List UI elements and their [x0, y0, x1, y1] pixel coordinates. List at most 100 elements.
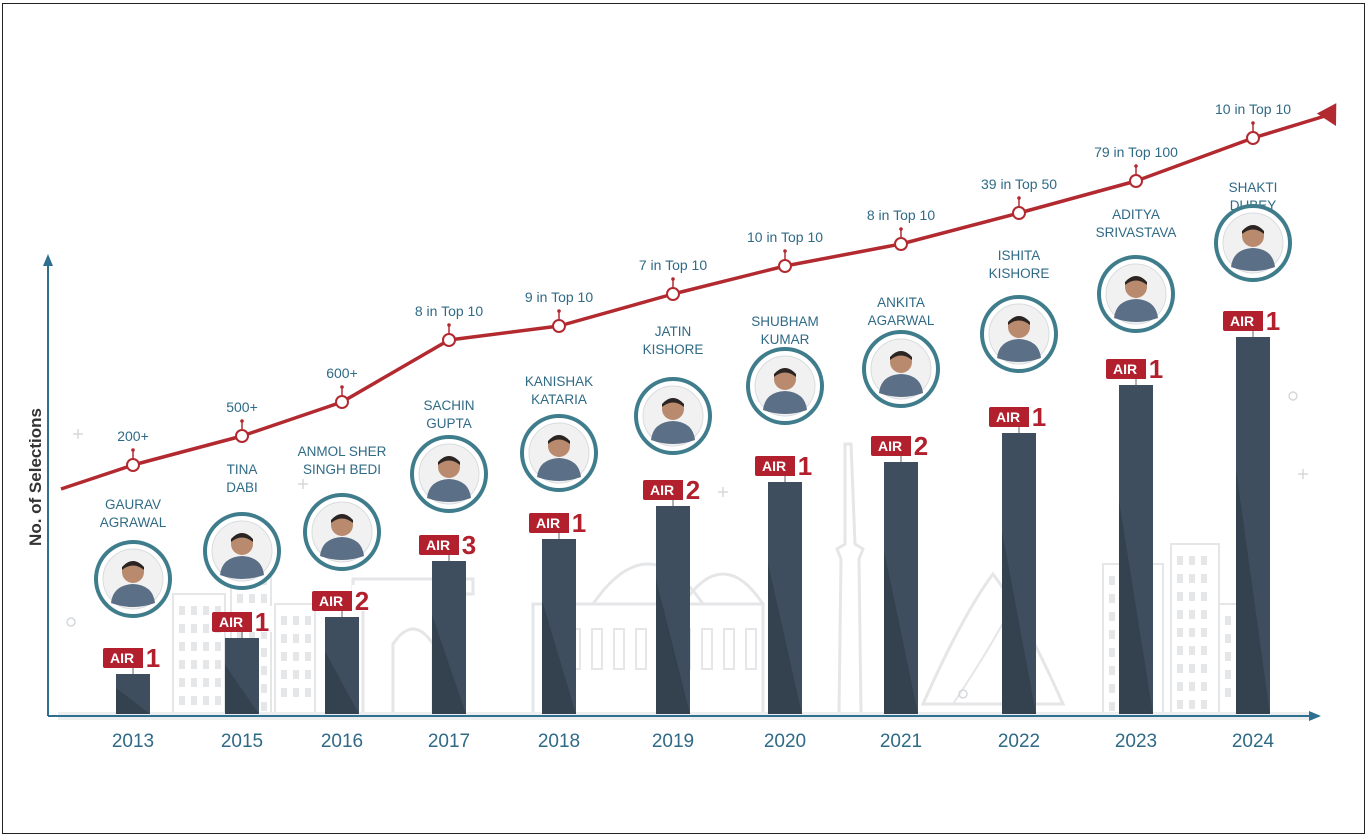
- trend-marker-2017: [442, 333, 456, 347]
- skyline-window: [1177, 700, 1183, 709]
- avatar-hair: [774, 368, 796, 377]
- skyline-window: [1189, 574, 1195, 583]
- skyline-window: [1201, 610, 1207, 619]
- avatar-hair: [1242, 225, 1264, 234]
- air-badge-prefix: AIR: [426, 537, 450, 553]
- avatar-hair: [438, 456, 460, 465]
- plus-decoration: [298, 479, 308, 489]
- skyline-window: [1189, 700, 1195, 709]
- air-badge-rank: 1: [572, 508, 586, 538]
- trend-arrow: [1316, 103, 1337, 127]
- skyline-window: [1109, 576, 1115, 585]
- air-badge-rank-bg: [252, 606, 272, 632]
- x-tick-2020: 2020: [764, 731, 806, 752]
- skyline-window: [305, 652, 311, 661]
- bar-shade-2021: [884, 550, 918, 714]
- skyline-window: [179, 678, 185, 687]
- skyline-window: [191, 606, 197, 615]
- skyline-window: [305, 688, 311, 697]
- skyline-window: [1189, 646, 1195, 655]
- skyline-window: [1109, 612, 1115, 621]
- skyline-window: [305, 616, 311, 625]
- avatar-hair: [231, 533, 253, 542]
- skyline-window: [191, 624, 197, 633]
- air-badge-prefix: AIR: [219, 614, 243, 630]
- skyline-tower: [835, 442, 865, 716]
- skyline-window: [261, 684, 267, 693]
- x-tick-2015: 2015: [221, 731, 263, 752]
- skyline-window: [215, 606, 221, 615]
- skyline-window: [1177, 556, 1183, 565]
- skyline-lotus: [920, 571, 1066, 706]
- skyline-dome: [591, 562, 705, 605]
- skyline-window: [1225, 688, 1231, 697]
- air-badge-prefix: AIR: [878, 438, 902, 454]
- avatar-body: [997, 339, 1041, 362]
- trend-marker-2016: [335, 395, 349, 409]
- trend-pin-head: [240, 419, 244, 423]
- bar-shade-2015: [225, 664, 259, 714]
- x-tick-2018: 2018: [538, 731, 580, 752]
- skyline-window: [293, 652, 299, 661]
- skyline-window: [1189, 556, 1195, 565]
- air-badge-rank-bg: [1263, 305, 1283, 331]
- x-tick-2019: 2019: [652, 731, 694, 752]
- bar-shade-2019: [656, 578, 690, 714]
- topper-name-line1: JATIN: [655, 324, 692, 339]
- skyline-window: [281, 634, 287, 643]
- air-badge-rank-bg: [911, 430, 931, 456]
- x-tick-labels: 2013 2015 2016 2017 2018 2019 2020 2021 2022 2023…: [112, 731, 1275, 752]
- bar-shade-2024: [1236, 468, 1270, 714]
- topper-name-line1: ISHITA: [998, 248, 1041, 263]
- chart-axes: [43, 254, 1321, 721]
- x-tick-2013: 2013: [112, 731, 154, 752]
- skyline-window: [203, 642, 209, 651]
- trend-marker-2019: [666, 287, 680, 301]
- avatar-body: [651, 421, 695, 444]
- avatar-body: [1231, 248, 1275, 271]
- skyline-window: [215, 696, 221, 705]
- skyline-window: [305, 670, 311, 679]
- trend-pin-head: [783, 249, 787, 253]
- topper-name-line2: KATARIA: [531, 392, 587, 407]
- skyline-window: [293, 634, 299, 643]
- topper-name-line1: ADITYA: [1112, 207, 1160, 222]
- skyline-window: [261, 648, 267, 657]
- skyline-dome-small: [681, 572, 765, 605]
- trend-label-2015: 500+: [226, 399, 258, 415]
- skyline-window: [1225, 634, 1231, 643]
- skyline-window: [305, 634, 311, 643]
- topper-name-line2: KISHORE: [643, 342, 704, 357]
- avatar-hair: [548, 435, 570, 444]
- topper-2013: GAURAV AGRAWAL AIR 1: [94, 497, 172, 673]
- trend-label-2022: 39 in Top 50: [981, 176, 1057, 192]
- skyline-window: [1177, 592, 1183, 601]
- circle-decoration: [1288, 391, 1298, 401]
- skyline-india-gate: [351, 577, 475, 716]
- avatar-body: [763, 391, 807, 414]
- topper-name-line2: AGARWAL: [868, 313, 935, 328]
- trend-label-2016: 600+: [326, 365, 358, 381]
- bar-shade-2023: [1119, 500, 1153, 714]
- skyline-window: [1109, 684, 1115, 693]
- bar-shade-2020: [768, 563, 802, 714]
- skyline-window: [179, 696, 185, 705]
- topper-name-line1: TINA: [227, 462, 258, 477]
- avatar-body: [111, 584, 155, 607]
- air-badge-rank: 2: [914, 431, 928, 461]
- toppers-layer: GAURAV AGRAWAL AIR 1 TINA DABI AIR 1 ANMOL SHER S…: [94, 180, 1292, 673]
- trend-marker-2018: [552, 319, 566, 333]
- skyline-window: [1225, 670, 1231, 679]
- skyline-window: [215, 678, 221, 687]
- air-badge-prefix: AIR: [110, 650, 134, 666]
- topper-2015: TINA DABI AIR 1: [203, 462, 281, 637]
- air-badge-prefix: AIR: [1113, 361, 1137, 377]
- skyline-window: [1201, 628, 1207, 637]
- trend-label-2021: 8 in Top 10: [867, 207, 935, 223]
- skyline-window: [1189, 682, 1195, 691]
- trend-pin-head: [671, 277, 675, 281]
- avatar-body: [1114, 299, 1158, 322]
- topper-name-line2: SINGH BEDI: [303, 462, 381, 477]
- skyline-window: [1201, 682, 1207, 691]
- topper-name-line2: DABI: [226, 480, 258, 495]
